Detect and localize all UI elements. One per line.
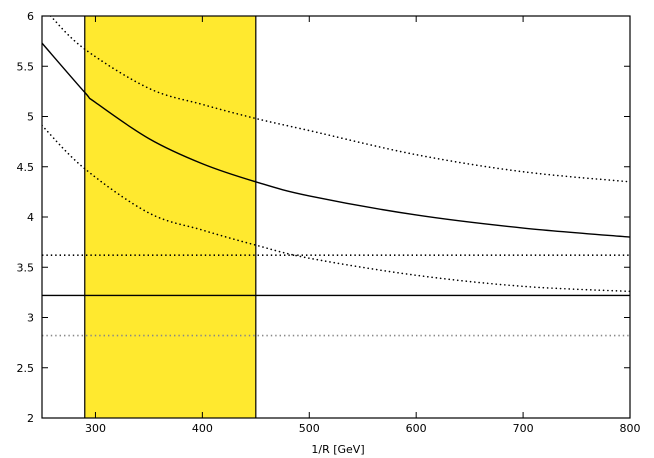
y-tick-label: 5.5 <box>17 60 35 73</box>
shaded-region <box>84 16 256 418</box>
y-tick-label: 3 <box>27 312 34 325</box>
y-tick-label: 4.5 <box>17 161 35 174</box>
y-tick-label: 3.5 <box>17 261 35 274</box>
x-tick-label: 500 <box>299 422 320 435</box>
series-line-3 <box>42 124 630 293</box>
x-tick-label: 400 <box>192 422 213 435</box>
y-tick-label: 6 <box>27 10 34 23</box>
x-tick-label: 800 <box>620 422 641 435</box>
y-tick-label: 2.5 <box>17 362 35 375</box>
x-tick-label: 300 <box>85 422 106 435</box>
y-tick-label: 5 <box>27 111 34 124</box>
x-tick-label: 700 <box>513 422 534 435</box>
y-tick-label: 4 <box>27 211 34 224</box>
data-lines-layer <box>42 16 630 337</box>
shaded-region-layer <box>84 16 257 418</box>
series-line-1 <box>42 42 630 238</box>
x-tick-label: 600 <box>406 422 427 435</box>
x-axis-title: 1/R [GeV] <box>311 443 364 456</box>
y-tick-label: 2 <box>27 412 34 425</box>
ticks-layer: 300 400 500 600 700 800 2 2.5 3 3.5 4 4.5 5 5.5 6 <box>17 10 641 435</box>
